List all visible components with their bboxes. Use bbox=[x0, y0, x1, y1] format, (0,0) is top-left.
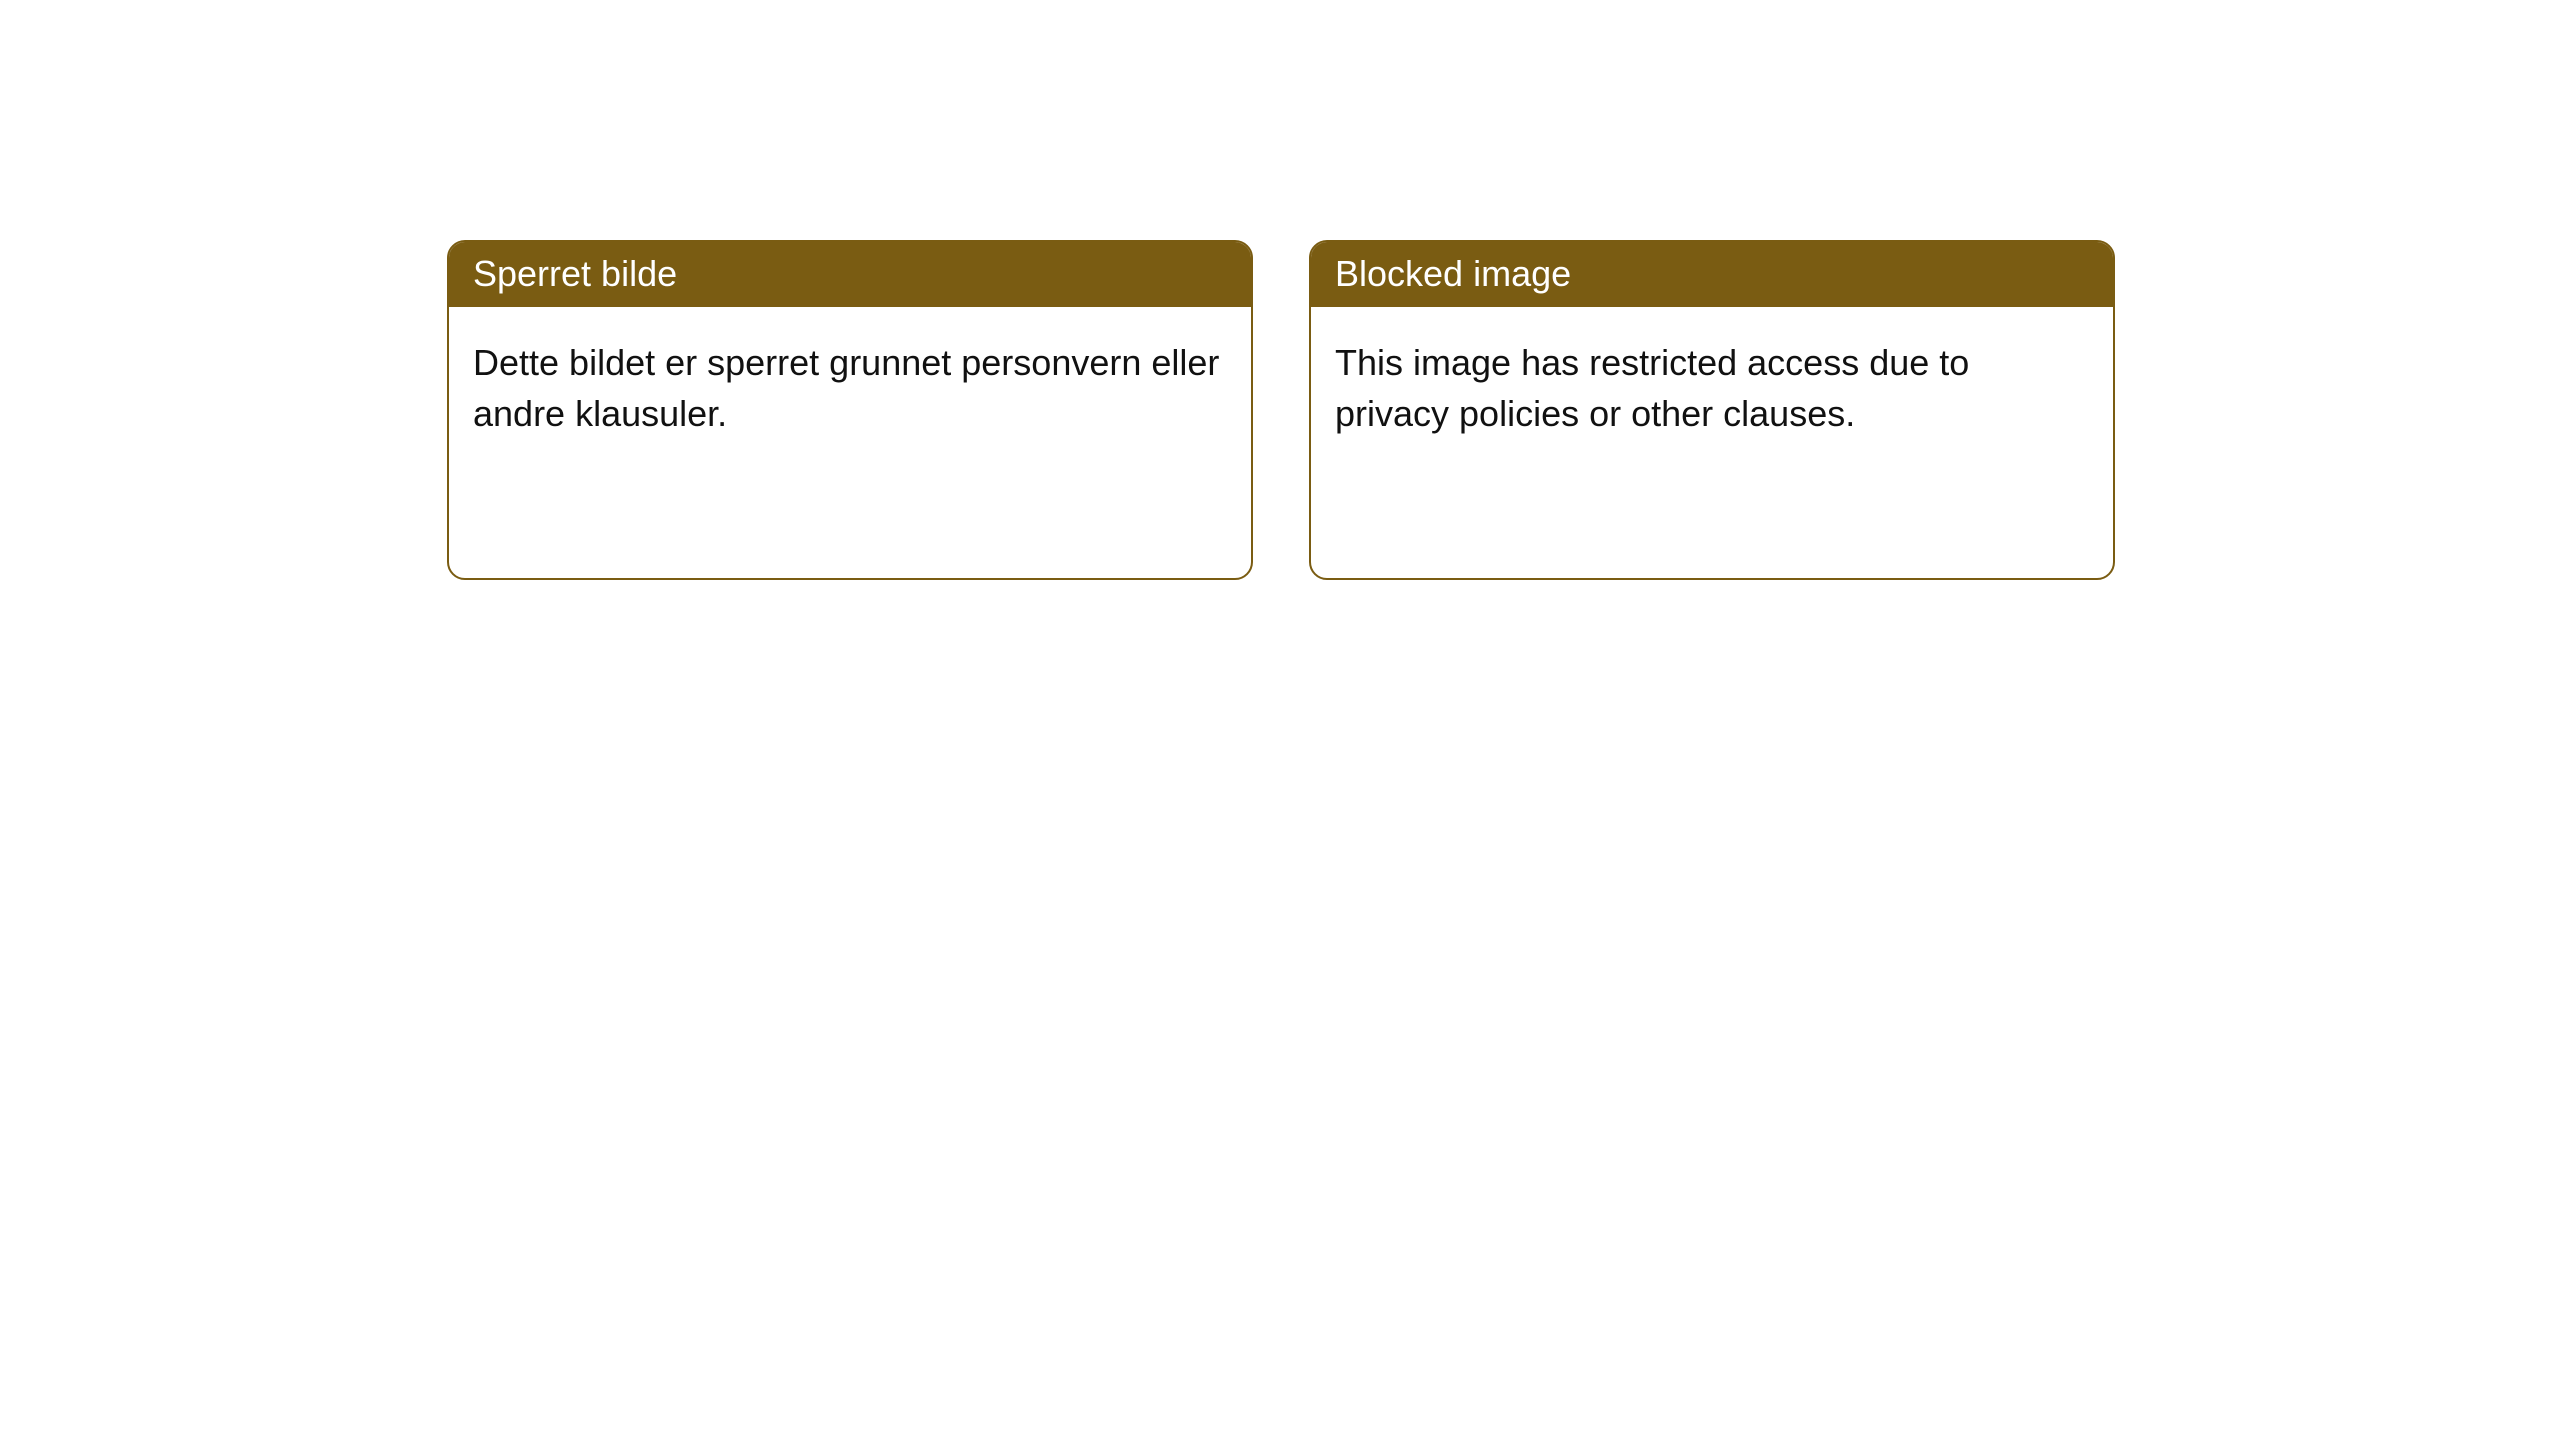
notice-header-english: Blocked image bbox=[1311, 242, 2113, 307]
notice-header-norwegian: Sperret bilde bbox=[449, 242, 1251, 307]
notice-box-norwegian: Sperret bilde Dette bildet er sperret gr… bbox=[447, 240, 1253, 580]
notice-box-english: Blocked image This image has restricted … bbox=[1309, 240, 2115, 580]
notice-body-norwegian: Dette bildet er sperret grunnet personve… bbox=[449, 307, 1251, 469]
notice-container: Sperret bilde Dette bildet er sperret gr… bbox=[0, 0, 2560, 580]
notice-body-english: This image has restricted access due to … bbox=[1311, 307, 2113, 469]
